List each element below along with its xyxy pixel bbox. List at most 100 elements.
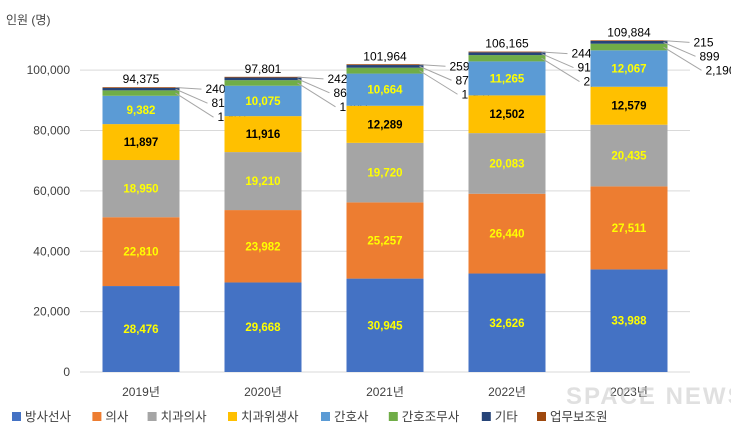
data-label: 242 [328, 72, 348, 86]
bar-segment [346, 202, 424, 279]
bar-segment [590, 124, 668, 187]
y-axis-title: 인원 (명) [6, 13, 50, 27]
legend-swatch [147, 412, 157, 421]
legend-label: 의사 [105, 410, 129, 424]
data-label: 19,210 [245, 176, 280, 188]
bar-segment [224, 80, 302, 86]
data-label: 20,083 [489, 158, 524, 170]
bar-segment [590, 86, 668, 125]
bar-segment [346, 65, 424, 68]
bar-segment [590, 50, 668, 87]
bar-segment [590, 186, 668, 270]
bar-segment [102, 87, 180, 88]
y-tick-label: 80,000 [33, 124, 70, 138]
bar-segment [224, 116, 302, 153]
bar-segment [102, 124, 180, 161]
bar-stack-1: 29,66823,98219,21011,91610,0752428671,84… [224, 62, 370, 372]
bar-segment [346, 64, 424, 66]
data-label: 11,916 [246, 129, 281, 141]
total-label: 109,884 [607, 25, 651, 39]
bar-segment [468, 61, 546, 96]
bar-segment [102, 286, 180, 372]
data-label: 20,435 [611, 151, 647, 163]
bar-segment [224, 282, 302, 372]
legend-item: 간호조무사 [388, 410, 460, 424]
bar-segment [590, 40, 668, 44]
bar-segment [590, 40, 668, 41]
x-tick-label: 2019년 [122, 385, 160, 399]
bar-segment [102, 95, 180, 125]
legend-label: 기타 [495, 410, 519, 424]
bar-segment [102, 90, 180, 96]
data-label: 11,265 [490, 73, 525, 85]
legend-swatch [537, 412, 546, 421]
bar-segment [468, 133, 546, 194]
leader-line [541, 51, 568, 55]
bar-segment [224, 76, 302, 78]
data-label: 30,945 [367, 320, 403, 332]
legend-swatch [92, 412, 102, 421]
legend-label: 치과의사 [161, 410, 208, 424]
bar-segment [468, 52, 546, 56]
data-label: 12,579 [611, 101, 646, 113]
total-label: 97,801 [245, 62, 282, 76]
bar-segment [224, 85, 302, 117]
data-label: 240 [206, 82, 226, 96]
legend-label: 간호사 [334, 410, 369, 424]
legend-label: 치과위생사 [241, 410, 299, 424]
legend-swatch [321, 412, 330, 421]
legend-item: 의사 [92, 410, 129, 424]
data-label: 28,476 [123, 324, 158, 336]
leader-line [297, 78, 330, 94]
y-tick-label: 100,000 [27, 63, 71, 77]
x-tick-label: 2020년 [244, 385, 282, 399]
watermark-logo: SPACE NEWS [566, 383, 731, 410]
data-label: 259 [450, 59, 470, 73]
bar-segment [224, 77, 302, 81]
data-label: 10,075 [245, 96, 281, 108]
bar-segment [590, 269, 668, 372]
legend-swatch [388, 412, 398, 421]
data-label: 2,190 [706, 63, 731, 77]
bar-segment [468, 55, 546, 62]
leader-line [297, 82, 336, 108]
y-tick-label: 60,000 [33, 184, 70, 198]
legend-label: 업무보조원 [550, 410, 608, 424]
legend-swatch [481, 412, 491, 421]
bar-stack-3: 32,62626,44020,08312,50211,2652449192,08… [468, 37, 614, 372]
bar-segment [468, 51, 546, 53]
data-label: 22,810 [123, 247, 158, 259]
data-label: 18,950 [123, 184, 158, 196]
total-label: 106,165 [485, 37, 529, 51]
data-label: 27,511 [612, 223, 647, 235]
bars: 28,47622,81018,95011,8979,3822408131,807… [102, 25, 731, 372]
total-label: 94,375 [123, 72, 160, 86]
y-tick-label: 20,000 [33, 305, 70, 319]
bar-segment [346, 73, 424, 106]
total-label: 101,964 [363, 49, 407, 63]
legend-item: 방사선사 [12, 410, 72, 424]
data-label: 33,988 [611, 316, 647, 328]
bar-segment [346, 105, 424, 143]
bar-segment [590, 43, 668, 51]
data-label: 244 [572, 47, 592, 61]
bar-segment [102, 217, 180, 287]
data-label: 29,668 [245, 322, 281, 334]
bar-segment [102, 87, 180, 91]
legend-item: 치과의사 [147, 410, 208, 424]
leader-line [663, 40, 690, 43]
x-tick-label: 2022년 [488, 385, 526, 399]
bar-segment [346, 67, 424, 74]
data-label: 26,440 [489, 229, 524, 241]
bar-segment [346, 278, 424, 372]
x-tick-label: 2023년 [610, 385, 648, 399]
leader-line [175, 92, 214, 118]
legend-item: 간호사 [321, 410, 369, 424]
y-tick-label: 0 [63, 365, 70, 379]
bar-segment [468, 193, 546, 274]
leader-line [419, 65, 452, 81]
bar-segment [224, 152, 302, 211]
leader-line [541, 57, 580, 83]
bar-segment [102, 160, 180, 218]
